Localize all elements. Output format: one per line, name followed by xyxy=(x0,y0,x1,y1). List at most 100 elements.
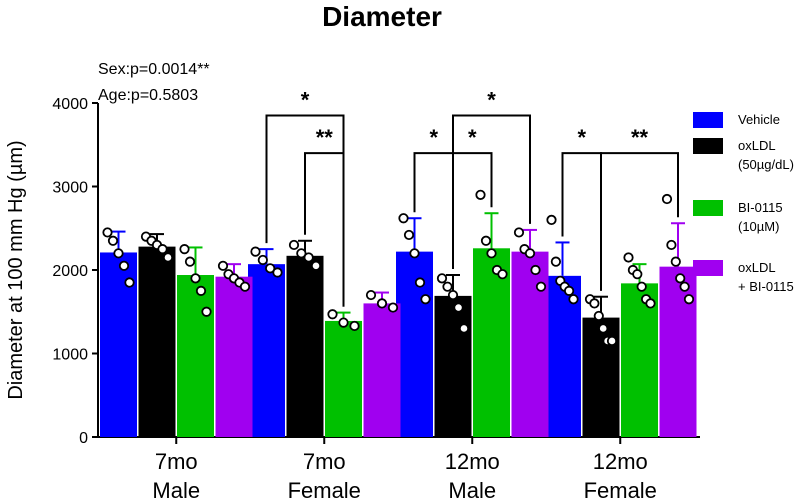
stat-sex: Sex:p=0.0014** xyxy=(98,61,210,78)
data-point xyxy=(670,256,681,267)
data-point xyxy=(593,310,604,322)
data-point xyxy=(376,298,388,309)
data-point xyxy=(296,248,307,259)
data-point xyxy=(563,285,575,296)
bar xyxy=(434,295,472,437)
data-point xyxy=(239,281,251,292)
data-point xyxy=(589,298,600,309)
data-point xyxy=(679,281,690,292)
data-point xyxy=(661,193,673,205)
data-point xyxy=(365,289,377,301)
legend-swatch xyxy=(693,260,723,276)
x-category-label: 12mo xyxy=(593,449,648,474)
data-point xyxy=(272,267,283,278)
x-category-label: Female xyxy=(584,478,657,503)
data-point xyxy=(436,273,448,284)
data-point xyxy=(124,277,135,288)
bar xyxy=(325,320,362,437)
bar xyxy=(138,246,176,437)
data-point xyxy=(453,302,464,313)
legend-label: (50µg/dL) xyxy=(738,157,794,172)
data-point xyxy=(442,281,453,292)
y-tick-label: 4000 xyxy=(52,96,88,113)
data-point xyxy=(480,235,492,246)
legend-swatch xyxy=(693,138,723,154)
data-point xyxy=(201,306,212,317)
data-point xyxy=(190,273,201,284)
data-point xyxy=(636,281,647,292)
data-point xyxy=(550,256,562,267)
data-point xyxy=(568,294,579,305)
significance-label: * xyxy=(577,125,586,150)
data-point xyxy=(403,229,415,241)
data-point xyxy=(623,252,634,263)
data-point xyxy=(387,302,399,313)
bar xyxy=(582,317,620,437)
legend-swatch xyxy=(693,200,723,216)
x-category-label: 12mo xyxy=(445,449,500,474)
data-point xyxy=(632,269,643,280)
data-point xyxy=(683,294,695,305)
y-tick-label: 3000 xyxy=(52,180,88,197)
data-point xyxy=(675,273,686,284)
x-category-label: Female xyxy=(288,478,361,503)
legend-label: oxLDL xyxy=(738,138,776,153)
data-point xyxy=(606,335,618,347)
data-point xyxy=(546,214,557,225)
bar xyxy=(248,264,285,437)
data-point xyxy=(288,239,300,251)
data-point xyxy=(447,289,459,301)
data-point xyxy=(458,323,470,334)
bar xyxy=(215,276,253,437)
data-point xyxy=(486,248,497,259)
legend: Vehicle oxLDL (50µg/dL) BI-0115 (10µM) oxLDL +… xyxy=(693,112,794,294)
significance-bracket xyxy=(452,114,531,270)
plot-area: 0 1000 2000 3000 4000 7mo Male 7mo Female 12mo Mal… xyxy=(52,88,700,503)
significance-label: ** xyxy=(631,125,649,150)
legend-label: Vehicle xyxy=(738,112,780,127)
data-point xyxy=(179,244,190,255)
legend-label: oxLDL xyxy=(738,260,776,275)
y-tick-label: 1000 xyxy=(52,347,88,364)
data-point xyxy=(535,281,547,292)
data-point xyxy=(497,269,508,280)
y-tick-label: 2000 xyxy=(52,263,88,280)
legend-label: (10µM) xyxy=(738,219,779,234)
data-point xyxy=(257,254,268,266)
data-point xyxy=(398,213,409,224)
legend-swatch xyxy=(693,112,723,128)
bar xyxy=(621,283,658,437)
y-tick-label: 0 xyxy=(79,430,88,447)
y-axis-label: Diameter at 100 mm Hg (µm) xyxy=(5,140,27,399)
data-point xyxy=(195,285,207,296)
x-category-label: Male xyxy=(448,478,496,503)
data-point xyxy=(265,263,276,274)
data-point xyxy=(409,248,420,259)
x-category-label: 7mo xyxy=(303,449,346,474)
data-point xyxy=(666,239,677,251)
data-point xyxy=(414,277,426,288)
data-point xyxy=(327,309,338,320)
significance-label: * xyxy=(301,88,310,113)
data-point xyxy=(184,256,196,267)
significance-bracket xyxy=(304,152,345,307)
data-point xyxy=(475,189,486,200)
data-point xyxy=(338,317,349,328)
data-point xyxy=(645,298,656,309)
bar xyxy=(659,266,697,437)
bar xyxy=(396,251,433,437)
data-point xyxy=(107,235,119,246)
data-point xyxy=(157,244,168,255)
data-point xyxy=(113,248,124,259)
data-point xyxy=(310,260,322,271)
data-point xyxy=(118,260,130,271)
data-point xyxy=(513,227,525,238)
stat-age: Age:p=0.5803 xyxy=(98,87,198,104)
significance-label: * xyxy=(487,88,496,113)
significance-bracket xyxy=(600,152,679,291)
data-point xyxy=(420,294,431,305)
x-category-label: Male xyxy=(152,478,200,503)
data-point xyxy=(530,264,541,276)
significance-label: ** xyxy=(316,125,334,150)
